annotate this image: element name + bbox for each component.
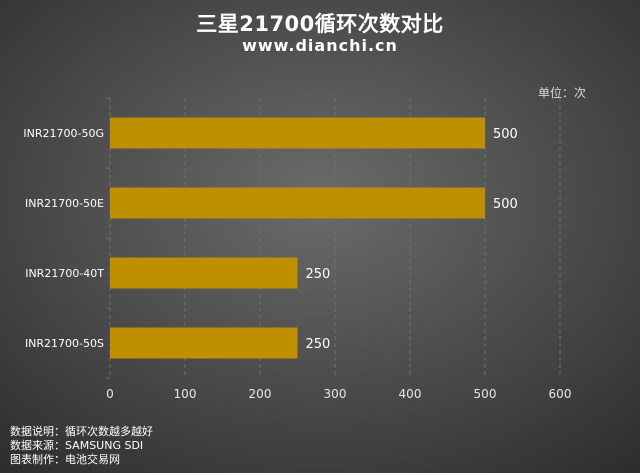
data-label-1: 500	[493, 197, 518, 212]
data-label-0: 500	[493, 127, 518, 142]
bar-0	[110, 117, 485, 149]
x-tick-label-4: 400	[399, 387, 422, 401]
unit-label: 单位：次	[538, 86, 587, 100]
chart-title: 三星21700循环次数对比	[196, 12, 444, 36]
category-label-0: INR21700-50G	[23, 127, 104, 140]
notes-block: 数据说明：循环次数越多越好 数据来源：SAMSUNG SDI 图表制作：电池交易…	[10, 425, 153, 467]
bar-3	[110, 327, 298, 359]
data-label-2: 250	[306, 267, 331, 282]
bar-1	[110, 187, 485, 219]
x-tick-label-6: 600	[549, 387, 572, 401]
x-tick-label-0: 0	[106, 387, 114, 401]
note-source: 数据来源：SAMSUNG SDI	[10, 439, 144, 452]
x-tick-label-3: 300	[324, 387, 347, 401]
note-description: 数据说明：循环次数越多越好	[10, 425, 153, 438]
x-tick-label-1: 100	[174, 387, 197, 401]
chart-subtitle: www.dianchi.cn	[242, 36, 398, 55]
x-tick-label-2: 200	[249, 387, 272, 401]
data-label-3: 250	[306, 337, 331, 352]
note-credit: 图表制作：电池交易网	[10, 453, 120, 466]
bar-2	[110, 257, 298, 289]
category-label-3: INR21700-50S	[25, 337, 104, 350]
category-label-1: INR21700-50E	[25, 197, 104, 210]
x-tick-label-5: 500	[474, 387, 497, 401]
category-label-2: INR21700-40T	[25, 267, 104, 280]
